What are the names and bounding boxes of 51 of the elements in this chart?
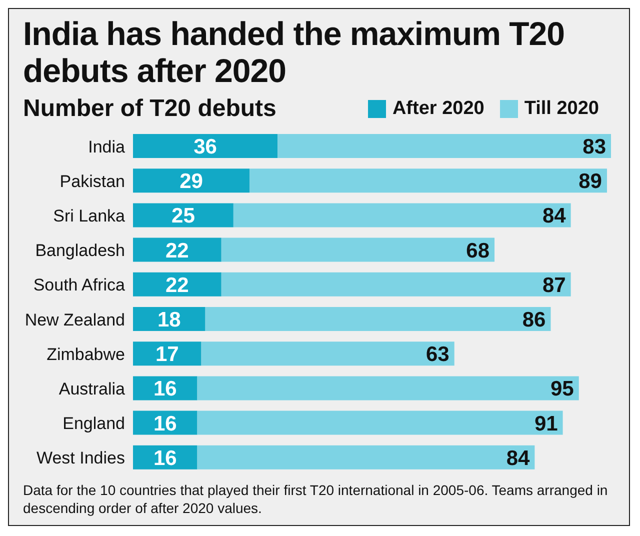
legend-label: After 2020	[392, 98, 484, 120]
data-label: 91	[534, 412, 558, 436]
y-tick-label: England	[62, 414, 125, 434]
data-label: 84	[542, 204, 566, 228]
bar	[205, 307, 551, 331]
bar	[197, 445, 535, 470]
data-label: 29	[180, 170, 203, 194]
data-label: 89	[578, 170, 602, 194]
y-tick-label: Bangladesh	[35, 241, 125, 260]
data-label: 17	[155, 343, 179, 366]
bar	[278, 134, 611, 158]
bar	[133, 238, 222, 262]
bar	[233, 203, 571, 228]
bar	[221, 238, 495, 262]
y-tick-label: India	[88, 137, 126, 156]
data-label: 68	[466, 239, 490, 262]
y-tick-label: West Indies	[36, 448, 125, 468]
bar	[221, 272, 571, 296]
bar	[197, 410, 563, 435]
data-label: 86	[522, 308, 546, 332]
data-label: 16	[153, 378, 177, 401]
legend-label: Till 2020	[524, 98, 599, 120]
y-tick-label: New Zealand	[24, 310, 125, 330]
data-label: 84	[506, 446, 530, 470]
data-label: 63	[426, 343, 450, 366]
bar	[133, 203, 234, 228]
y-tick-label: Australia	[58, 380, 126, 399]
y-tick-label: Sri Lanka	[53, 206, 126, 226]
bar	[133, 168, 250, 193]
bar	[133, 134, 278, 158]
chart-subtitle: Number of T20 debuts	[23, 95, 276, 123]
y-tick-label: Pakistan	[60, 172, 125, 191]
data-label: 83	[582, 135, 606, 158]
data-label: 22	[166, 239, 189, 262]
bar	[133, 342, 202, 366]
bar	[133, 272, 222, 296]
data-label: 25	[172, 204, 196, 228]
y-tick-label: Zimbabwe	[46, 344, 125, 364]
bar	[249, 168, 607, 193]
data-label: 95	[550, 378, 574, 401]
data-label: 22	[166, 274, 189, 297]
chart-title: India has handed the maximum T20 debuts after 2020	[22, 15, 566, 89]
bar	[201, 342, 454, 366]
y-tick-label: South Africa	[33, 276, 126, 295]
text: Data for the 10 countries that played their first T20 international in 2005-06. Teams arranged in descending order of after 2020 values.	[23, 481, 609, 517]
data-label: 36	[194, 135, 217, 158]
bar	[197, 376, 579, 400]
data-label: 87	[542, 274, 566, 297]
data-label: 18	[157, 308, 182, 332]
data-label: 16	[153, 412, 177, 436]
data-label: 16	[153, 446, 177, 470]
